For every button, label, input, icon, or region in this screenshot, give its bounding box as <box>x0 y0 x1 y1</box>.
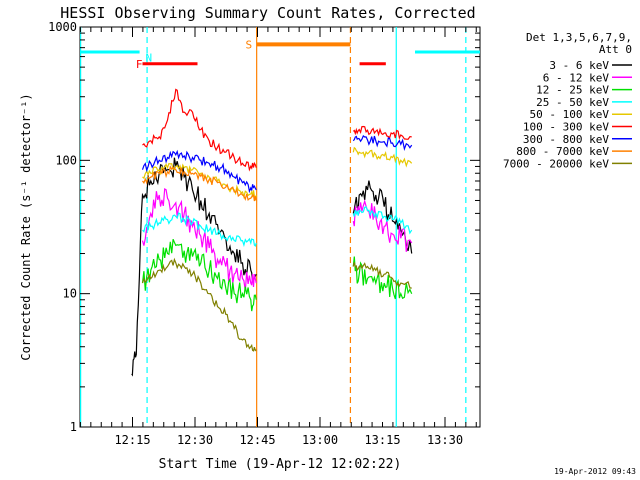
series-line-7000-20000-kev-seg2 <box>352 262 412 289</box>
x-tick-label: 12:15 <box>114 433 150 447</box>
legend-label-800-7000-kev: 800 - 7000 keV <box>516 145 609 158</box>
series-line-25-50-kev-seg2 <box>352 206 413 235</box>
legend-label-12-25-kev: 12 - 25 keV <box>536 84 609 97</box>
series-line-6-12-kev-seg1 <box>141 188 257 292</box>
x-tick-label: 13:15 <box>364 433 400 447</box>
x-axis-label: Start Time (19-Apr-12 12:02:22) <box>159 457 402 472</box>
y-axis-ticks: 1 10 100 1000 <box>48 20 480 434</box>
series-line-25-50-kev-seg1 <box>142 212 257 248</box>
legend-label-50-100-kev: 50 - 100 keV <box>530 108 610 121</box>
legend-header-attenuator: Att 0 <box>599 43 632 56</box>
plot-area: NF S 1 10 100 1000 12:15 12:30 12:45 13:00 13:15… <box>48 20 481 447</box>
footer-timestamp: 19-Apr-2012 09:43 <box>554 467 636 476</box>
legend-label-6-12-kev: 6 - 12 keV <box>543 71 610 84</box>
series-line-12-25-kev-seg2 <box>352 256 413 300</box>
series-line-6-12-kev-seg2 <box>352 199 413 252</box>
series-line-7000-20000-kev-seg1 <box>141 257 257 352</box>
legend-label-300-800-kev: 300 - 800 keV <box>523 133 609 146</box>
x-axis-ticks: 12:15 12:30 12:45 13:00 13:15 13:30 <box>79 27 477 447</box>
marker-f: F <box>136 58 143 71</box>
y-tick-label: 100 <box>55 153 77 167</box>
legend-label-25-50-kev: 25 - 50 keV <box>536 96 609 109</box>
chart-title: HESSI Observing Summary Count Rates, Cor… <box>60 4 475 22</box>
y-axis-label: Corrected Count Rate (s⁻¹ detector⁻¹) <box>19 93 33 360</box>
series-line-800-7000-kev-seg1 <box>142 165 257 202</box>
x-tick-label: 13:00 <box>302 433 338 447</box>
marker-s: S <box>245 38 252 51</box>
flag-bars: NF S <box>80 38 480 71</box>
x-tick-label: 12:30 <box>177 433 213 447</box>
x-tick-label: 13:30 <box>427 433 463 447</box>
series-group <box>131 88 413 377</box>
series-line-300-800-kev-seg2 <box>352 134 413 152</box>
series-line-12-25-kev-seg1 <box>141 238 257 312</box>
series-line-300-800-kev-seg1 <box>141 149 257 194</box>
series-line-3-6-kev-seg2 <box>352 180 413 254</box>
plot-frame <box>79 26 481 428</box>
legend-label-100-300-kev: 100 - 300 keV <box>523 121 609 134</box>
y-tick-label: 1 <box>70 420 77 434</box>
y-tick-label: 10 <box>63 287 77 301</box>
x-tick-label: 12:45 <box>239 433 275 447</box>
legend-header-detectors: Det 1,3,5,6,7,9, <box>526 31 632 44</box>
marker-n: N <box>145 52 152 65</box>
legend-label-7000-20000-kev: 7000 - 20000 keV <box>503 157 609 170</box>
legend-label-3-6-kev: 3 - 6 keV <box>549 59 609 72</box>
series-line-100-300-kev-seg2 <box>352 125 412 140</box>
series-line-100-300-kev-seg1 <box>142 88 257 172</box>
series-line-50-100-kev-seg2 <box>352 146 413 168</box>
y-tick-label: 1000 <box>48 20 77 34</box>
series-line-50-100-kev-seg1 <box>142 162 257 202</box>
